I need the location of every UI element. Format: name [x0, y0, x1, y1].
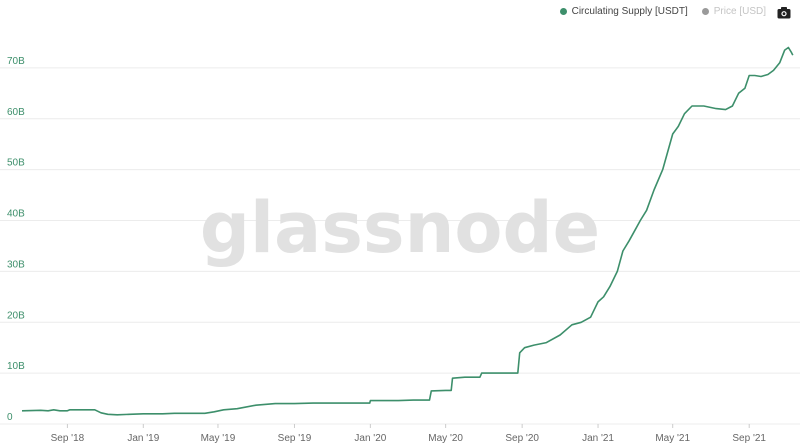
axis-layer: 0 10B 20B 30B 40B 50B 60B 70B Sep '18 Jan '19 May … [7, 56, 766, 444]
x-tick-label: Sep '20 [505, 433, 539, 444]
x-tick-label: Jan '19 [127, 433, 159, 444]
legend-item-price[interactable]: Price [USD] [701, 6, 766, 17]
y-tick-label: 0 [7, 412, 13, 423]
x-tick-label: May '21 [655, 433, 690, 444]
x-tick-label: Sep '21 [732, 433, 766, 444]
watermark-logo: glassnode [200, 187, 600, 269]
series-layer [21, 46, 794, 416]
y-tick-label: 60B [7, 107, 25, 118]
x-tick-label: Sep '18 [51, 433, 85, 444]
legend-label-supply: Circulating Supply [USDT] [571, 6, 688, 17]
legend-marker-price [701, 8, 709, 15]
y-tick-label: 40B [7, 209, 25, 220]
y-tick-label: 10B [7, 361, 25, 372]
y-tick-label: 50B [7, 158, 25, 169]
camera-icon[interactable] [777, 6, 791, 19]
x-tick-label: Jan '20 [354, 433, 386, 444]
x-tick-label: May '20 [428, 433, 463, 444]
y-tick-label: 70B [7, 56, 25, 67]
legend: Circulating Supply [USDT] Price [USD] [559, 6, 766, 17]
legend-item-supply[interactable]: Circulating Supply [USDT] [559, 6, 688, 17]
series-line-circulating-supply [21, 46, 794, 416]
y-tick-label: 30B [7, 259, 25, 270]
x-tick-label: Sep '19 [278, 433, 312, 444]
x-tick-label: May '19 [201, 433, 236, 444]
legend-label-price: Price [USD] [713, 6, 766, 17]
legend-marker-supply [559, 8, 567, 15]
x-tick-label: Jan '21 [582, 433, 614, 444]
y-tick-label: 20B [7, 310, 25, 321]
grid-layer [0, 67, 800, 425]
